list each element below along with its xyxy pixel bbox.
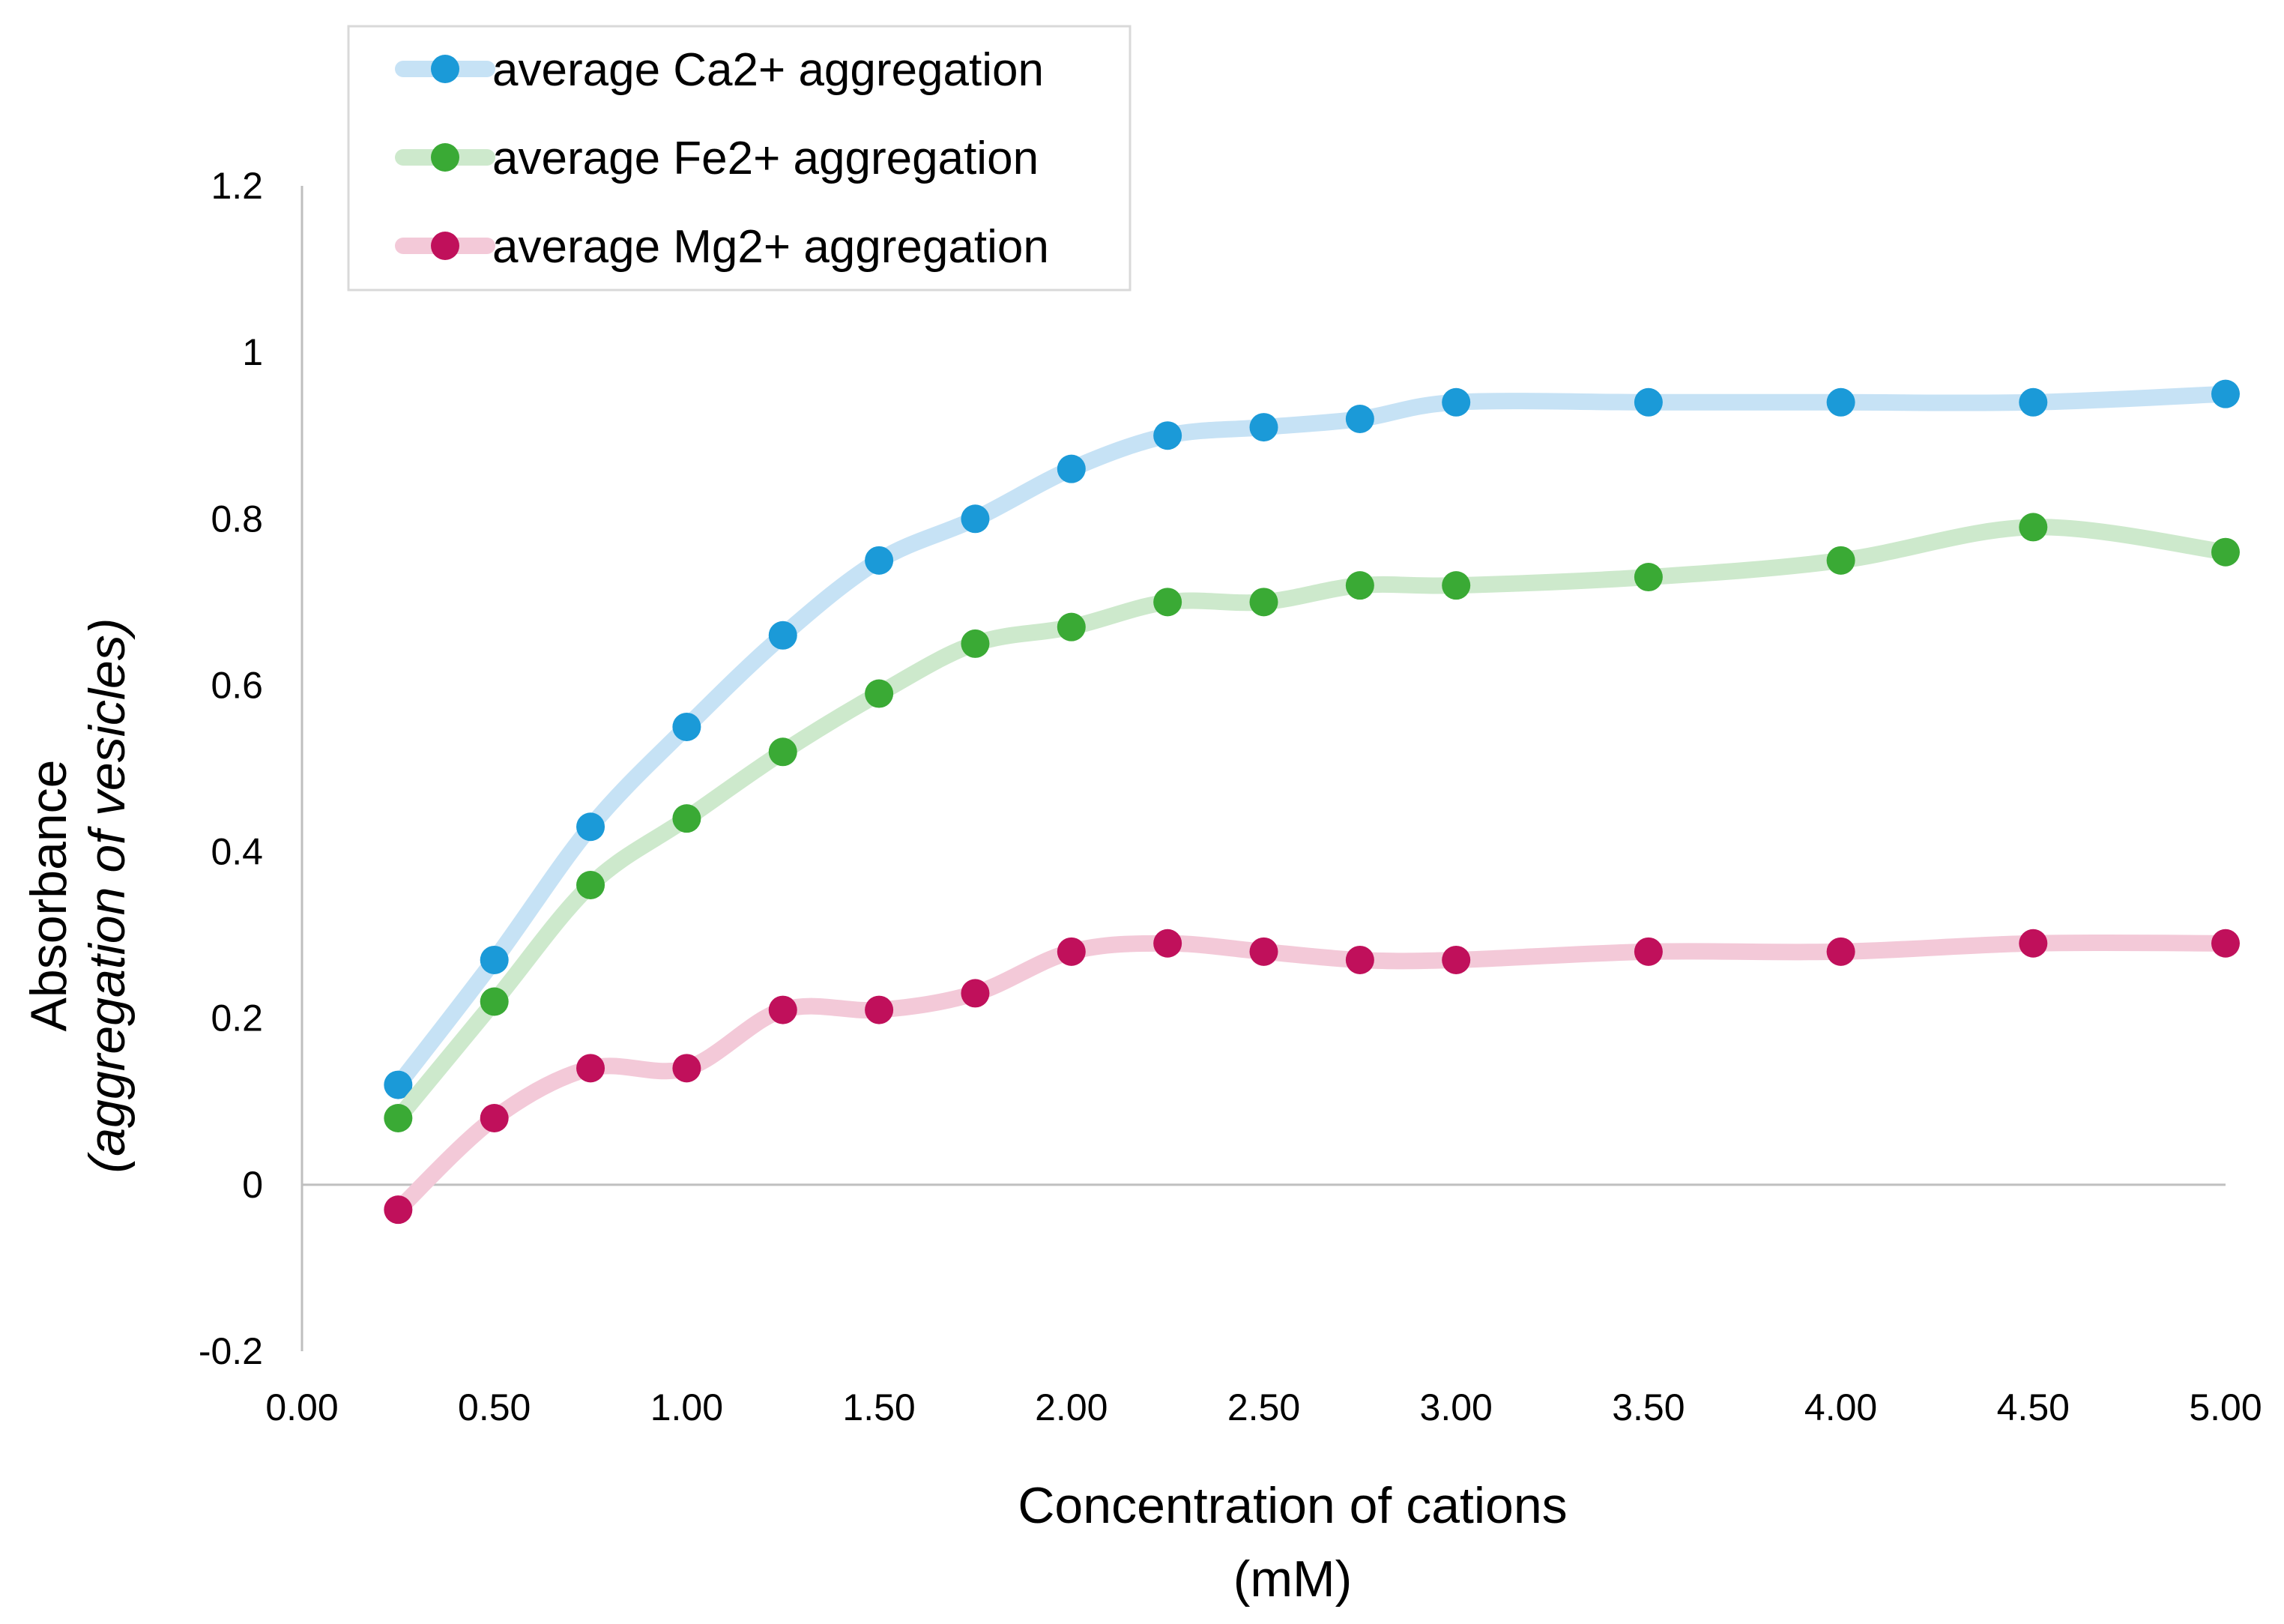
- data-point: [1634, 563, 1663, 592]
- data-point: [2211, 537, 2240, 567]
- data-point: [768, 995, 797, 1024]
- data-point: [1826, 387, 1855, 417]
- y-axis-title: Absorbance (aggregation of vesicles): [20, 618, 136, 1174]
- x-tick-label: 2.50: [1227, 1386, 1300, 1428]
- legend: average Ca2+ aggregation average Fe2+ agg…: [347, 25, 1132, 292]
- data-point: [672, 712, 701, 741]
- data-point: [480, 945, 509, 974]
- x-tick-label: 0.50: [458, 1386, 531, 1428]
- data-point: [1826, 937, 1855, 966]
- data-point: [1442, 945, 1471, 974]
- y-tick-label: 0.6: [211, 664, 263, 706]
- data-point: [865, 679, 894, 708]
- y-tick-label: 1.2: [211, 165, 263, 207]
- data-point: [1153, 588, 1182, 617]
- data-point: [1057, 937, 1086, 966]
- x-tick-label: 0.00: [265, 1386, 338, 1428]
- data-point: [1634, 387, 1663, 417]
- x-tick-label: 3.00: [1420, 1386, 1493, 1428]
- series-1: [384, 513, 2240, 1132]
- data-point: [865, 995, 894, 1024]
- data-point: [1249, 588, 1278, 617]
- data-point: [1345, 945, 1374, 974]
- series-2: [384, 929, 2240, 1225]
- x-tick-label: 1.50: [842, 1386, 915, 1428]
- data-point: [576, 812, 605, 842]
- series-layer: [384, 379, 2240, 1225]
- data-point: [961, 629, 990, 658]
- legend-item: average Mg2+ aggregation: [395, 221, 1049, 273]
- x-tick-labels: 0.00 0.50 1.00 1.50 2.00 2.50 3.00 3.50 4.00 4.50…: [265, 1386, 2262, 1428]
- x-axis-title-unit: (mM): [1233, 1551, 1353, 1608]
- legend-items: average Ca2+ aggregation average Fe2+ agg…: [395, 44, 1049, 273]
- legend-marker: [431, 55, 459, 83]
- data-point: [480, 987, 509, 1016]
- data-point: [2019, 513, 2048, 542]
- y-tick-label: -0.2: [199, 1330, 263, 1372]
- data-point: [961, 504, 990, 534]
- y-tick-label: 1: [242, 331, 263, 373]
- x-tick-label: 1.00: [650, 1386, 723, 1428]
- data-point: [384, 1070, 413, 1099]
- data-point: [672, 804, 701, 833]
- legend-label: average Ca2+ aggregation: [492, 44, 1044, 96]
- data-point: [1057, 612, 1086, 642]
- data-point: [1634, 937, 1663, 966]
- data-point: [1249, 413, 1278, 442]
- data-point: [384, 1104, 413, 1132]
- data-point: [384, 1195, 413, 1225]
- data-point: [1345, 571, 1374, 600]
- data-point: [2019, 929, 2048, 958]
- y-axis-title-sub: (aggregation of vesicles): [79, 618, 136, 1174]
- x-axis-title: Concentration of cations (mM): [1018, 1477, 1567, 1608]
- legend-marker: [431, 232, 459, 260]
- data-point: [1442, 571, 1471, 600]
- data-point: [865, 546, 894, 575]
- y-tick-label: 0: [242, 1164, 263, 1206]
- legend-label: average Mg2+ aggregation: [492, 221, 1049, 273]
- data-point: [768, 621, 797, 650]
- y-axis-title-main: Absorbance: [20, 760, 77, 1032]
- data-point: [2019, 387, 2048, 417]
- x-axis-title-main: Concentration of cations: [1018, 1477, 1567, 1534]
- data-point: [672, 1054, 701, 1083]
- x-tick-label: 5.00: [2189, 1386, 2262, 1428]
- y-tick-labels: -0.2 0 0.2 0.4 0.6 0.8 1 1.2: [199, 165, 263, 1372]
- series-line: [390, 934, 2234, 1219]
- legend-marker: [431, 143, 459, 172]
- plot-area: -0.2 0 0.2 0.4 0.6 0.8 1 1.2 0.00 0.50 1.00 1.50 2.…: [199, 165, 2262, 1428]
- data-point: [2211, 379, 2240, 408]
- x-tick-label: 3.50: [1612, 1386, 1685, 1428]
- data-point: [1153, 421, 1182, 450]
- data-point: [961, 979, 990, 1008]
- data-point: [576, 1054, 605, 1083]
- x-tick-label: 2.00: [1035, 1386, 1108, 1428]
- data-point: [576, 871, 605, 899]
- data-point: [1826, 546, 1855, 575]
- series-line: [390, 519, 2234, 1126]
- data-point: [1153, 929, 1182, 958]
- data-point: [768, 737, 797, 767]
- series-0: [384, 379, 2240, 1099]
- series-line: [390, 385, 2234, 1093]
- data-point: [2211, 929, 2240, 958]
- legend-label: average Fe2+ aggregation: [492, 133, 1039, 184]
- legend-item: average Ca2+ aggregation: [395, 44, 1044, 96]
- data-point: [1345, 405, 1374, 433]
- data-point: [480, 1104, 509, 1132]
- y-tick-label: 0.4: [211, 831, 263, 873]
- legend-item: average Fe2+ aggregation: [395, 133, 1039, 184]
- data-point: [1057, 454, 1086, 483]
- data-point: [1442, 387, 1471, 417]
- y-tick-label: 0.2: [211, 997, 263, 1039]
- y-tick-label: 0.8: [211, 498, 263, 540]
- x-tick-label: 4.00: [1804, 1386, 1877, 1428]
- data-point: [1249, 937, 1278, 966]
- x-tick-label: 4.50: [1997, 1386, 2070, 1428]
